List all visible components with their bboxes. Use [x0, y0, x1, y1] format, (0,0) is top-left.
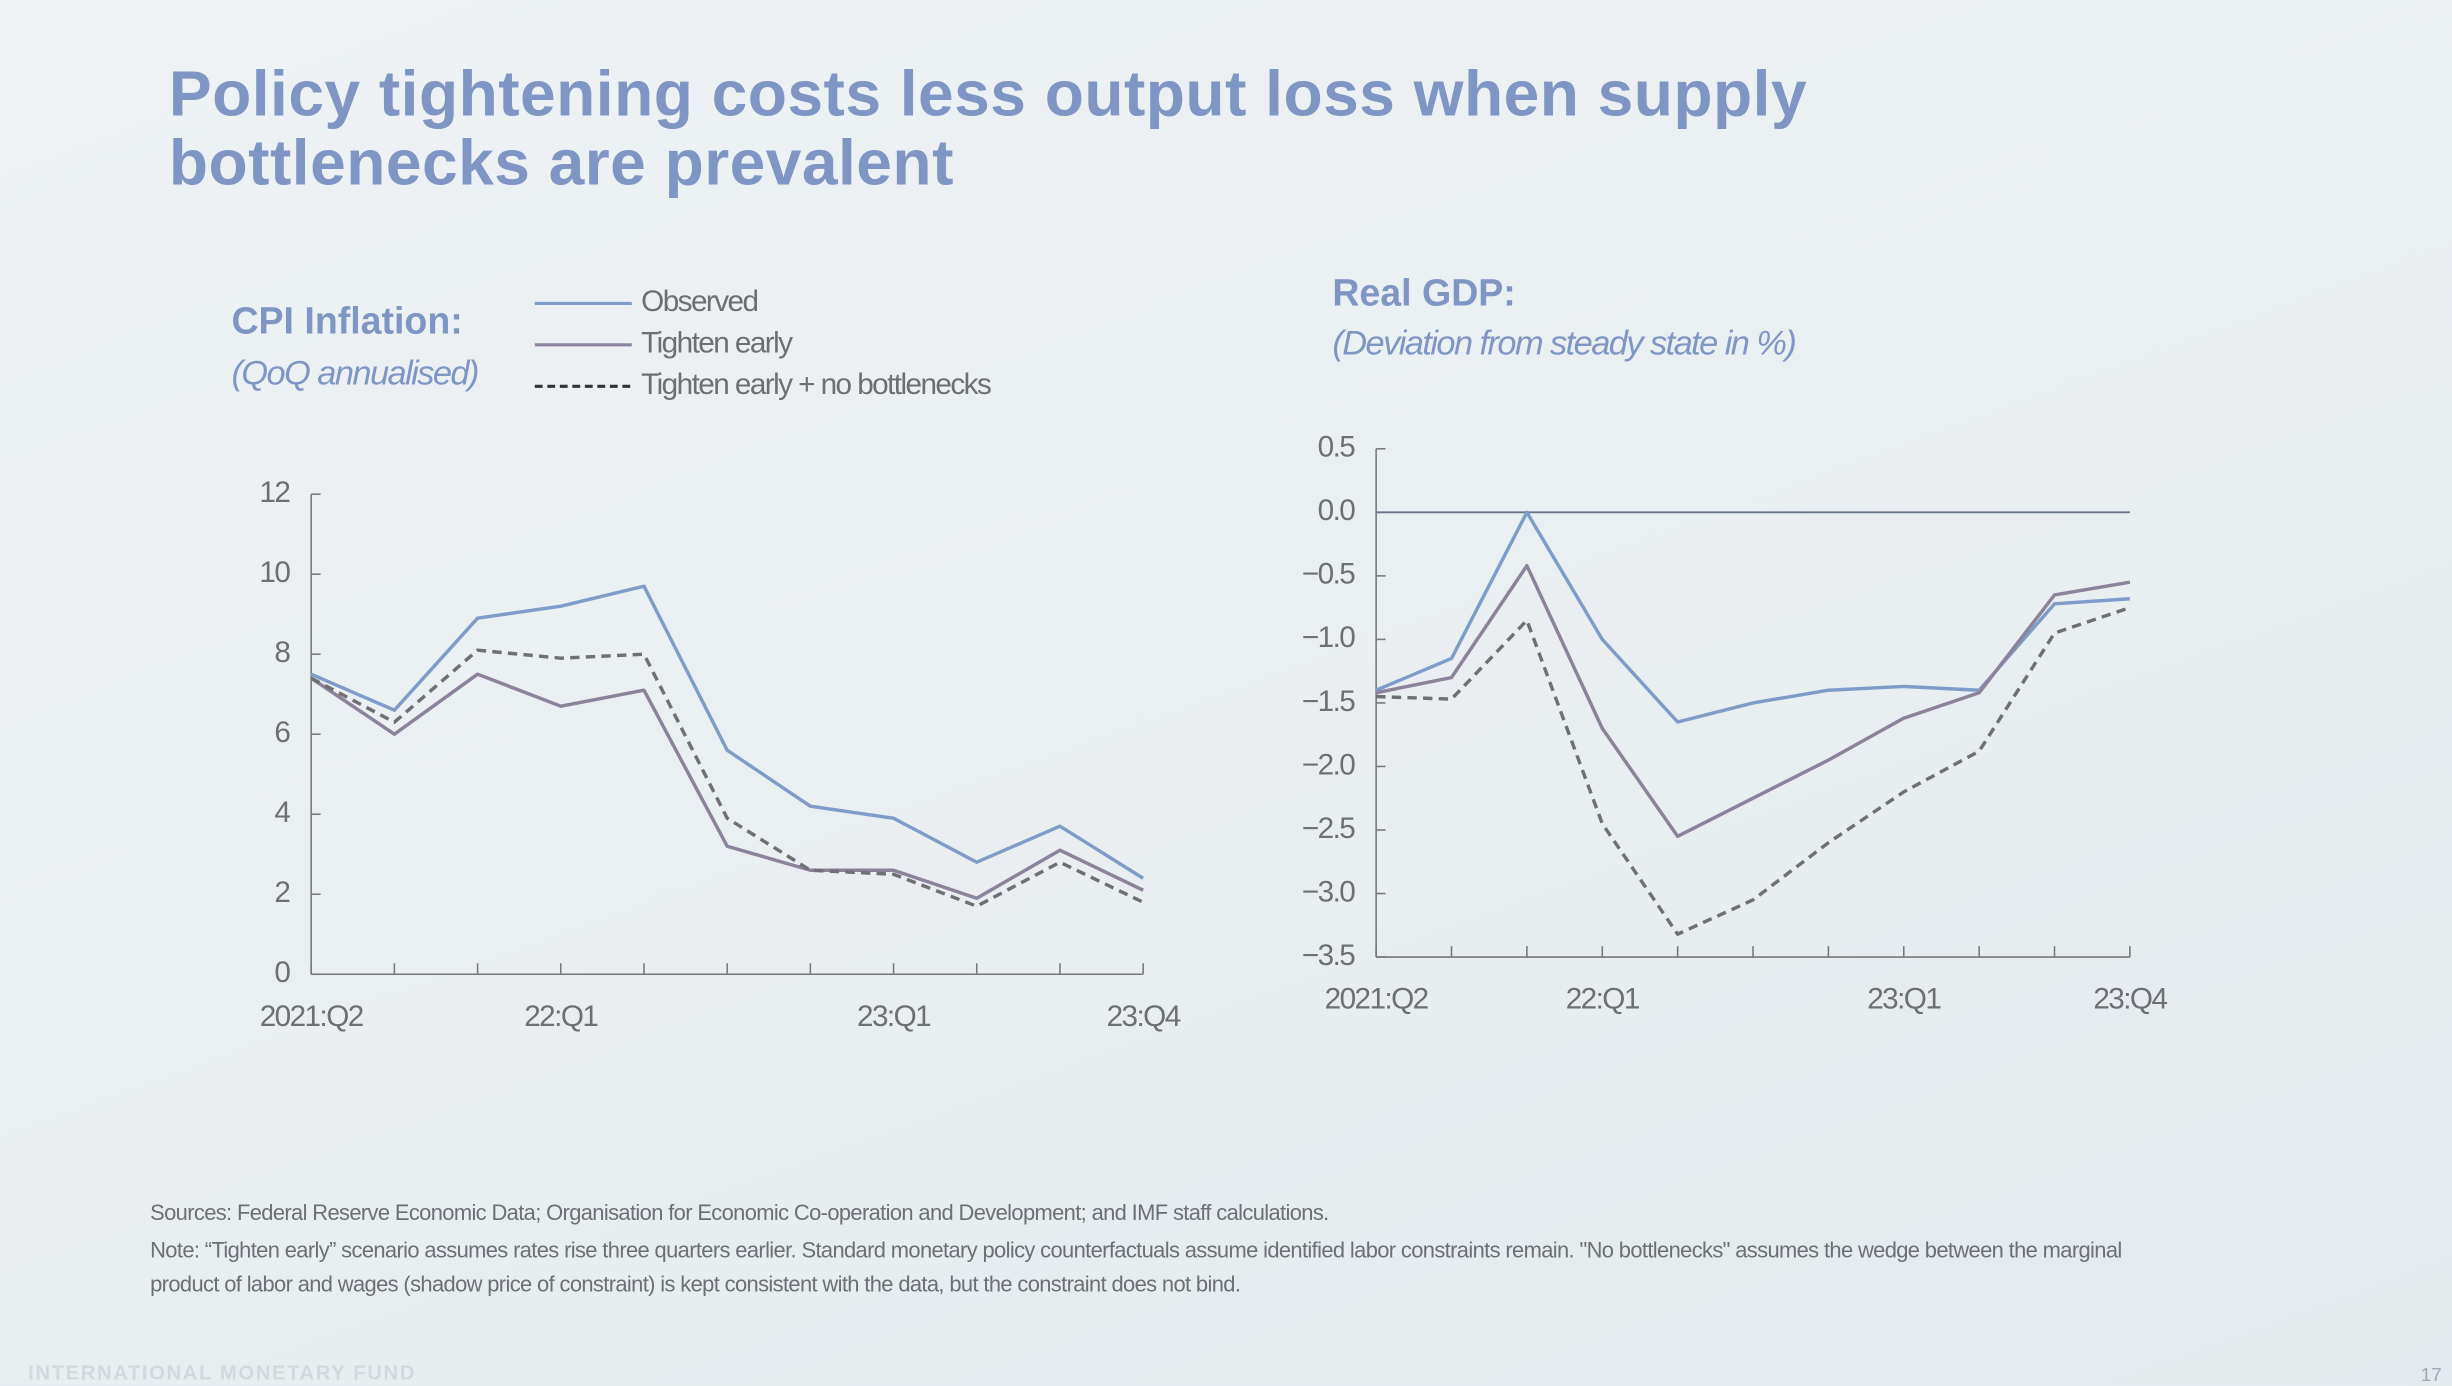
chart-title: CPI Inflation: [231, 300, 462, 342]
y-tick-label: −1.5 [1302, 685, 1355, 718]
organization: INTERNATIONAL MONETARY FUND [28, 1360, 416, 1384]
slide-title: Policy tightening costs less output loss… [168, 57, 1808, 199]
x-tick-label: 23:Q4 [1107, 1000, 1181, 1033]
page-number: 17 [2420, 1363, 2442, 1386]
y-tick-label: 0 [274, 956, 290, 989]
y-tick-label: 2 [274, 876, 290, 909]
y-tick-label: 6 [274, 716, 290, 749]
y-tick-label: 12 [259, 476, 290, 509]
y-tick-label: 10 [259, 556, 290, 589]
sources: Sources: Federal Reserve Economic Data; … [150, 1199, 1329, 1225]
y-tick-label: −2.5 [1302, 812, 1355, 845]
series-line [310, 648, 1144, 908]
series-line [1375, 563, 2131, 839]
x-tick-label: 2021:Q2 [260, 1000, 364, 1033]
y-tick-label: −3.5 [1302, 939, 1355, 972]
y-tick-label: 0.0 [1318, 494, 1356, 527]
legend-label: Observed [641, 285, 757, 318]
y-tick-label: −3.0 [1302, 875, 1355, 908]
x-tick-label: 23:Q1 [857, 1000, 931, 1033]
x-tick-label: 23:Q1 [1867, 983, 1941, 1016]
chart-subtitle: (QoQ annualised) [231, 354, 478, 392]
series-line [310, 584, 1145, 880]
series-line [1376, 606, 2131, 936]
y-tick-label: 8 [274, 636, 290, 669]
y-tick-label: 4 [274, 796, 290, 829]
chart-title: Real GDP: [1332, 271, 1515, 313]
legend-label: Tighten early + no bottlenecks [641, 368, 991, 401]
x-tick-label: 22:Q1 [524, 1000, 598, 1033]
x-tick-label: 23:Q4 [2093, 983, 2167, 1016]
note: Note: “Tighten early” scenario assumes r… [150, 1236, 2122, 1297]
y-tick-label: −1.0 [1302, 621, 1355, 654]
y-tick-label: −2.0 [1302, 748, 1355, 781]
y-tick-label: −0.5 [1302, 558, 1355, 591]
x-tick-label: 22:Q1 [1566, 983, 1640, 1016]
legend-label: Tighten early [641, 327, 793, 360]
chart-subtitle: (Deviation from steady state in %) [1332, 325, 1795, 363]
y-tick-label: 0.5 [1318, 431, 1356, 464]
series-line [310, 672, 1144, 900]
x-tick-label: 2021:Q2 [1325, 983, 1429, 1016]
